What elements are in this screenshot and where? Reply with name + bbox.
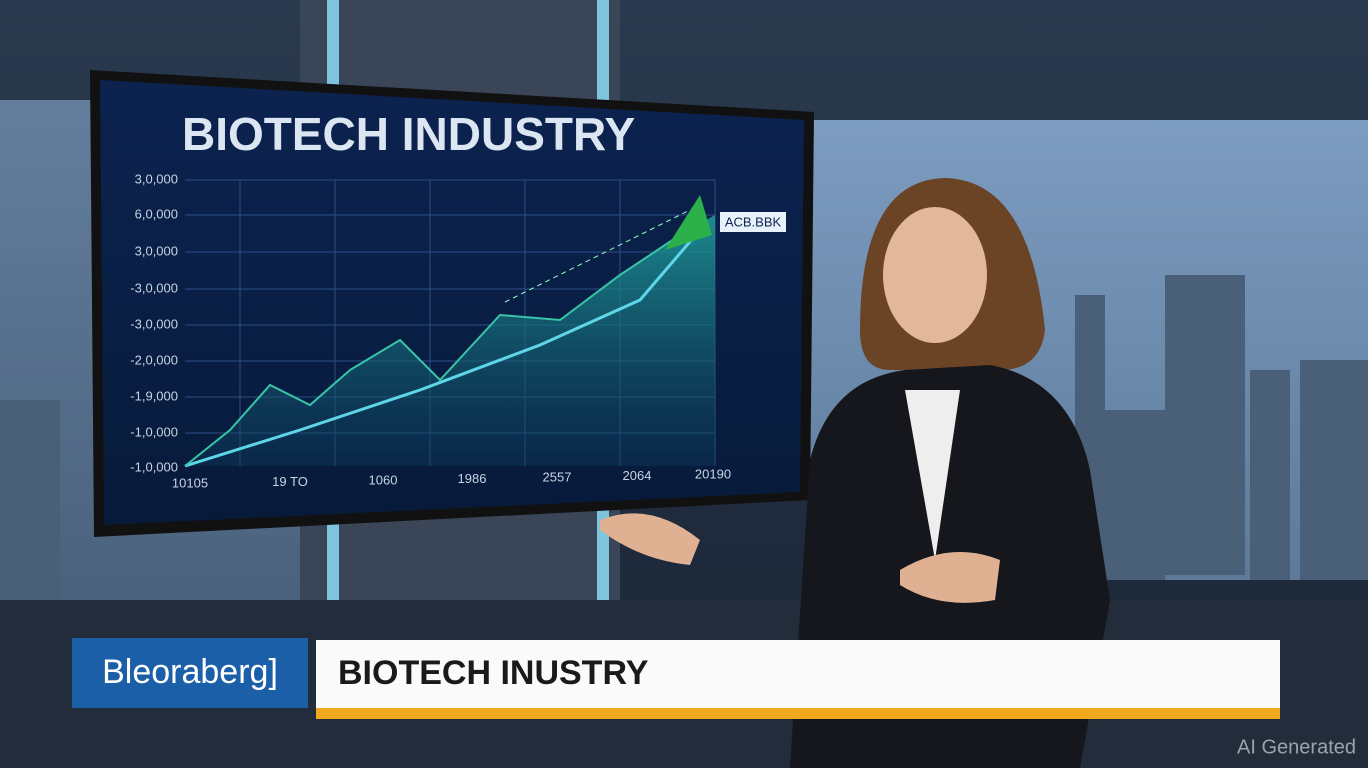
y-label: 3,0,000 (135, 171, 178, 186)
x-labels: 10105 19 TO 1060 1986 2557 2064 20190 (172, 466, 731, 490)
y-label: -3,0,000 (130, 316, 178, 331)
y-label: -1,9,000 (130, 388, 178, 403)
x-label: 2064 (623, 468, 652, 483)
y-label: 6,0,000 (135, 206, 178, 221)
headline: BIOTECH INUSTRY (338, 654, 649, 692)
y-label: -1,0,000 (130, 459, 178, 474)
callout-box (720, 212, 786, 232)
x-label: 20190 (695, 466, 731, 481)
chart-area (185, 215, 715, 466)
logo: Bleoraberg] (102, 653, 278, 691)
price-line (184, 234, 681, 467)
trend-line (184, 229, 702, 468)
x-label: 10105 (172, 475, 208, 490)
x-label: 19 TO (272, 474, 308, 489)
y-label: -1,0,000 (130, 424, 178, 439)
x-label: 1060 (369, 472, 398, 487)
y-label: -2,0,000 (130, 352, 178, 367)
x-label: 2557 (543, 469, 572, 484)
headline-bar (316, 640, 1280, 710)
accent-stripe (316, 708, 1280, 719)
callout: ACB.BBK (725, 214, 782, 229)
y-label: -3,0,000 (130, 280, 178, 295)
watermark: AI Generated (1237, 736, 1356, 758)
screen-title: BIOTECH INDUSTRY (182, 108, 635, 160)
y-label: 3,0,000 (135, 243, 178, 258)
logo-box (72, 638, 308, 708)
dashed-line (504, 209, 691, 303)
arrow-head (665, 195, 712, 250)
y-labels: 3,0,000 6,0,000 3,0,000 -3,0,000 -3,0,000 -2,… (130, 171, 178, 474)
x-label: 1986 (458, 471, 487, 486)
